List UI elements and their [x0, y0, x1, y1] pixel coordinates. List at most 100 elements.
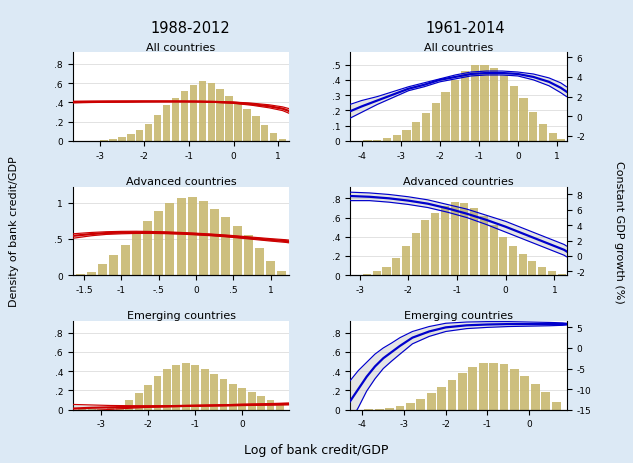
Bar	[382, 267, 391, 275]
Bar	[470, 208, 478, 275]
Bar	[210, 374, 218, 410]
Bar	[87, 272, 96, 275]
Bar	[243, 110, 251, 142]
Bar	[279, 139, 286, 142]
Bar	[257, 396, 265, 410]
Bar	[232, 226, 242, 275]
Bar	[422, 221, 429, 275]
Bar	[403, 131, 411, 142]
Bar	[392, 135, 401, 142]
Bar	[499, 365, 508, 410]
Bar	[182, 364, 190, 410]
Bar	[451, 81, 460, 142]
Bar	[520, 376, 529, 410]
Bar	[490, 69, 498, 142]
Bar	[220, 379, 227, 410]
Bar	[270, 134, 277, 142]
Bar	[529, 261, 537, 275]
Bar	[471, 65, 479, 142]
Bar	[375, 409, 384, 410]
Bar	[239, 388, 246, 410]
Bar	[154, 116, 161, 142]
Bar	[225, 96, 233, 142]
Title: Emerging countries: Emerging countries	[127, 311, 235, 321]
Bar	[125, 400, 133, 410]
Bar	[255, 248, 264, 275]
Bar	[549, 134, 557, 142]
Title: Advanced countries: Advanced countries	[126, 176, 236, 187]
Bar	[479, 364, 487, 410]
Bar	[480, 216, 488, 275]
Bar	[451, 203, 459, 275]
Bar	[106, 408, 115, 410]
Bar	[172, 366, 180, 410]
Bar	[199, 82, 206, 142]
Text: Constant GDP growth (%): Constant GDP growth (%)	[614, 160, 624, 303]
Bar	[509, 247, 517, 275]
Bar	[468, 368, 477, 410]
Bar	[373, 272, 381, 275]
Bar	[154, 212, 163, 275]
Bar	[191, 366, 199, 410]
Bar	[188, 198, 197, 275]
Bar	[143, 221, 152, 275]
Bar	[385, 408, 394, 410]
Bar	[529, 113, 537, 142]
Bar	[121, 245, 130, 275]
Bar	[261, 126, 268, 142]
Bar	[276, 405, 284, 410]
Bar	[177, 199, 185, 275]
Bar	[101, 141, 108, 142]
Bar	[234, 103, 242, 142]
Bar	[411, 233, 420, 275]
Bar	[248, 393, 256, 410]
Bar	[190, 86, 197, 142]
Title: All countries: All countries	[146, 43, 216, 52]
Bar	[266, 261, 275, 275]
Bar	[520, 99, 528, 142]
Text: Density of bank credit/GDP: Density of bank credit/GDP	[9, 156, 19, 307]
Bar	[448, 380, 456, 410]
Title: Advanced countries: Advanced countries	[403, 176, 513, 187]
Bar	[136, 131, 144, 142]
Bar	[154, 376, 161, 410]
Bar	[499, 237, 507, 275]
Bar	[266, 400, 275, 410]
Bar	[402, 247, 410, 275]
Bar	[118, 138, 125, 142]
Bar	[406, 404, 415, 410]
Bar	[441, 93, 449, 142]
Bar	[510, 369, 519, 410]
Bar	[208, 84, 215, 142]
Bar	[110, 140, 116, 142]
Bar	[531, 384, 540, 410]
Bar	[500, 76, 508, 142]
Bar	[127, 135, 135, 142]
Bar	[222, 218, 230, 275]
Title: Emerging countries: Emerging countries	[404, 311, 513, 321]
Bar	[201, 369, 208, 410]
Bar	[437, 387, 446, 410]
Bar	[97, 409, 105, 410]
Bar	[145, 125, 153, 142]
Bar	[552, 402, 561, 410]
Bar	[88, 409, 96, 410]
Text: Log of bank credit/GDP: Log of bank credit/GDP	[244, 443, 389, 456]
Bar	[172, 98, 179, 142]
Bar	[116, 405, 124, 410]
Bar	[110, 256, 118, 275]
Bar	[489, 226, 498, 275]
Bar	[441, 206, 449, 275]
Bar	[392, 258, 400, 275]
Bar	[181, 92, 188, 142]
Bar	[480, 65, 489, 142]
Bar	[431, 213, 439, 275]
Bar	[427, 394, 436, 410]
Bar	[539, 125, 548, 142]
Bar	[541, 393, 550, 410]
Bar	[135, 394, 142, 410]
Bar	[165, 203, 174, 275]
Bar	[510, 87, 518, 142]
Bar	[518, 255, 527, 275]
Bar	[373, 140, 382, 142]
